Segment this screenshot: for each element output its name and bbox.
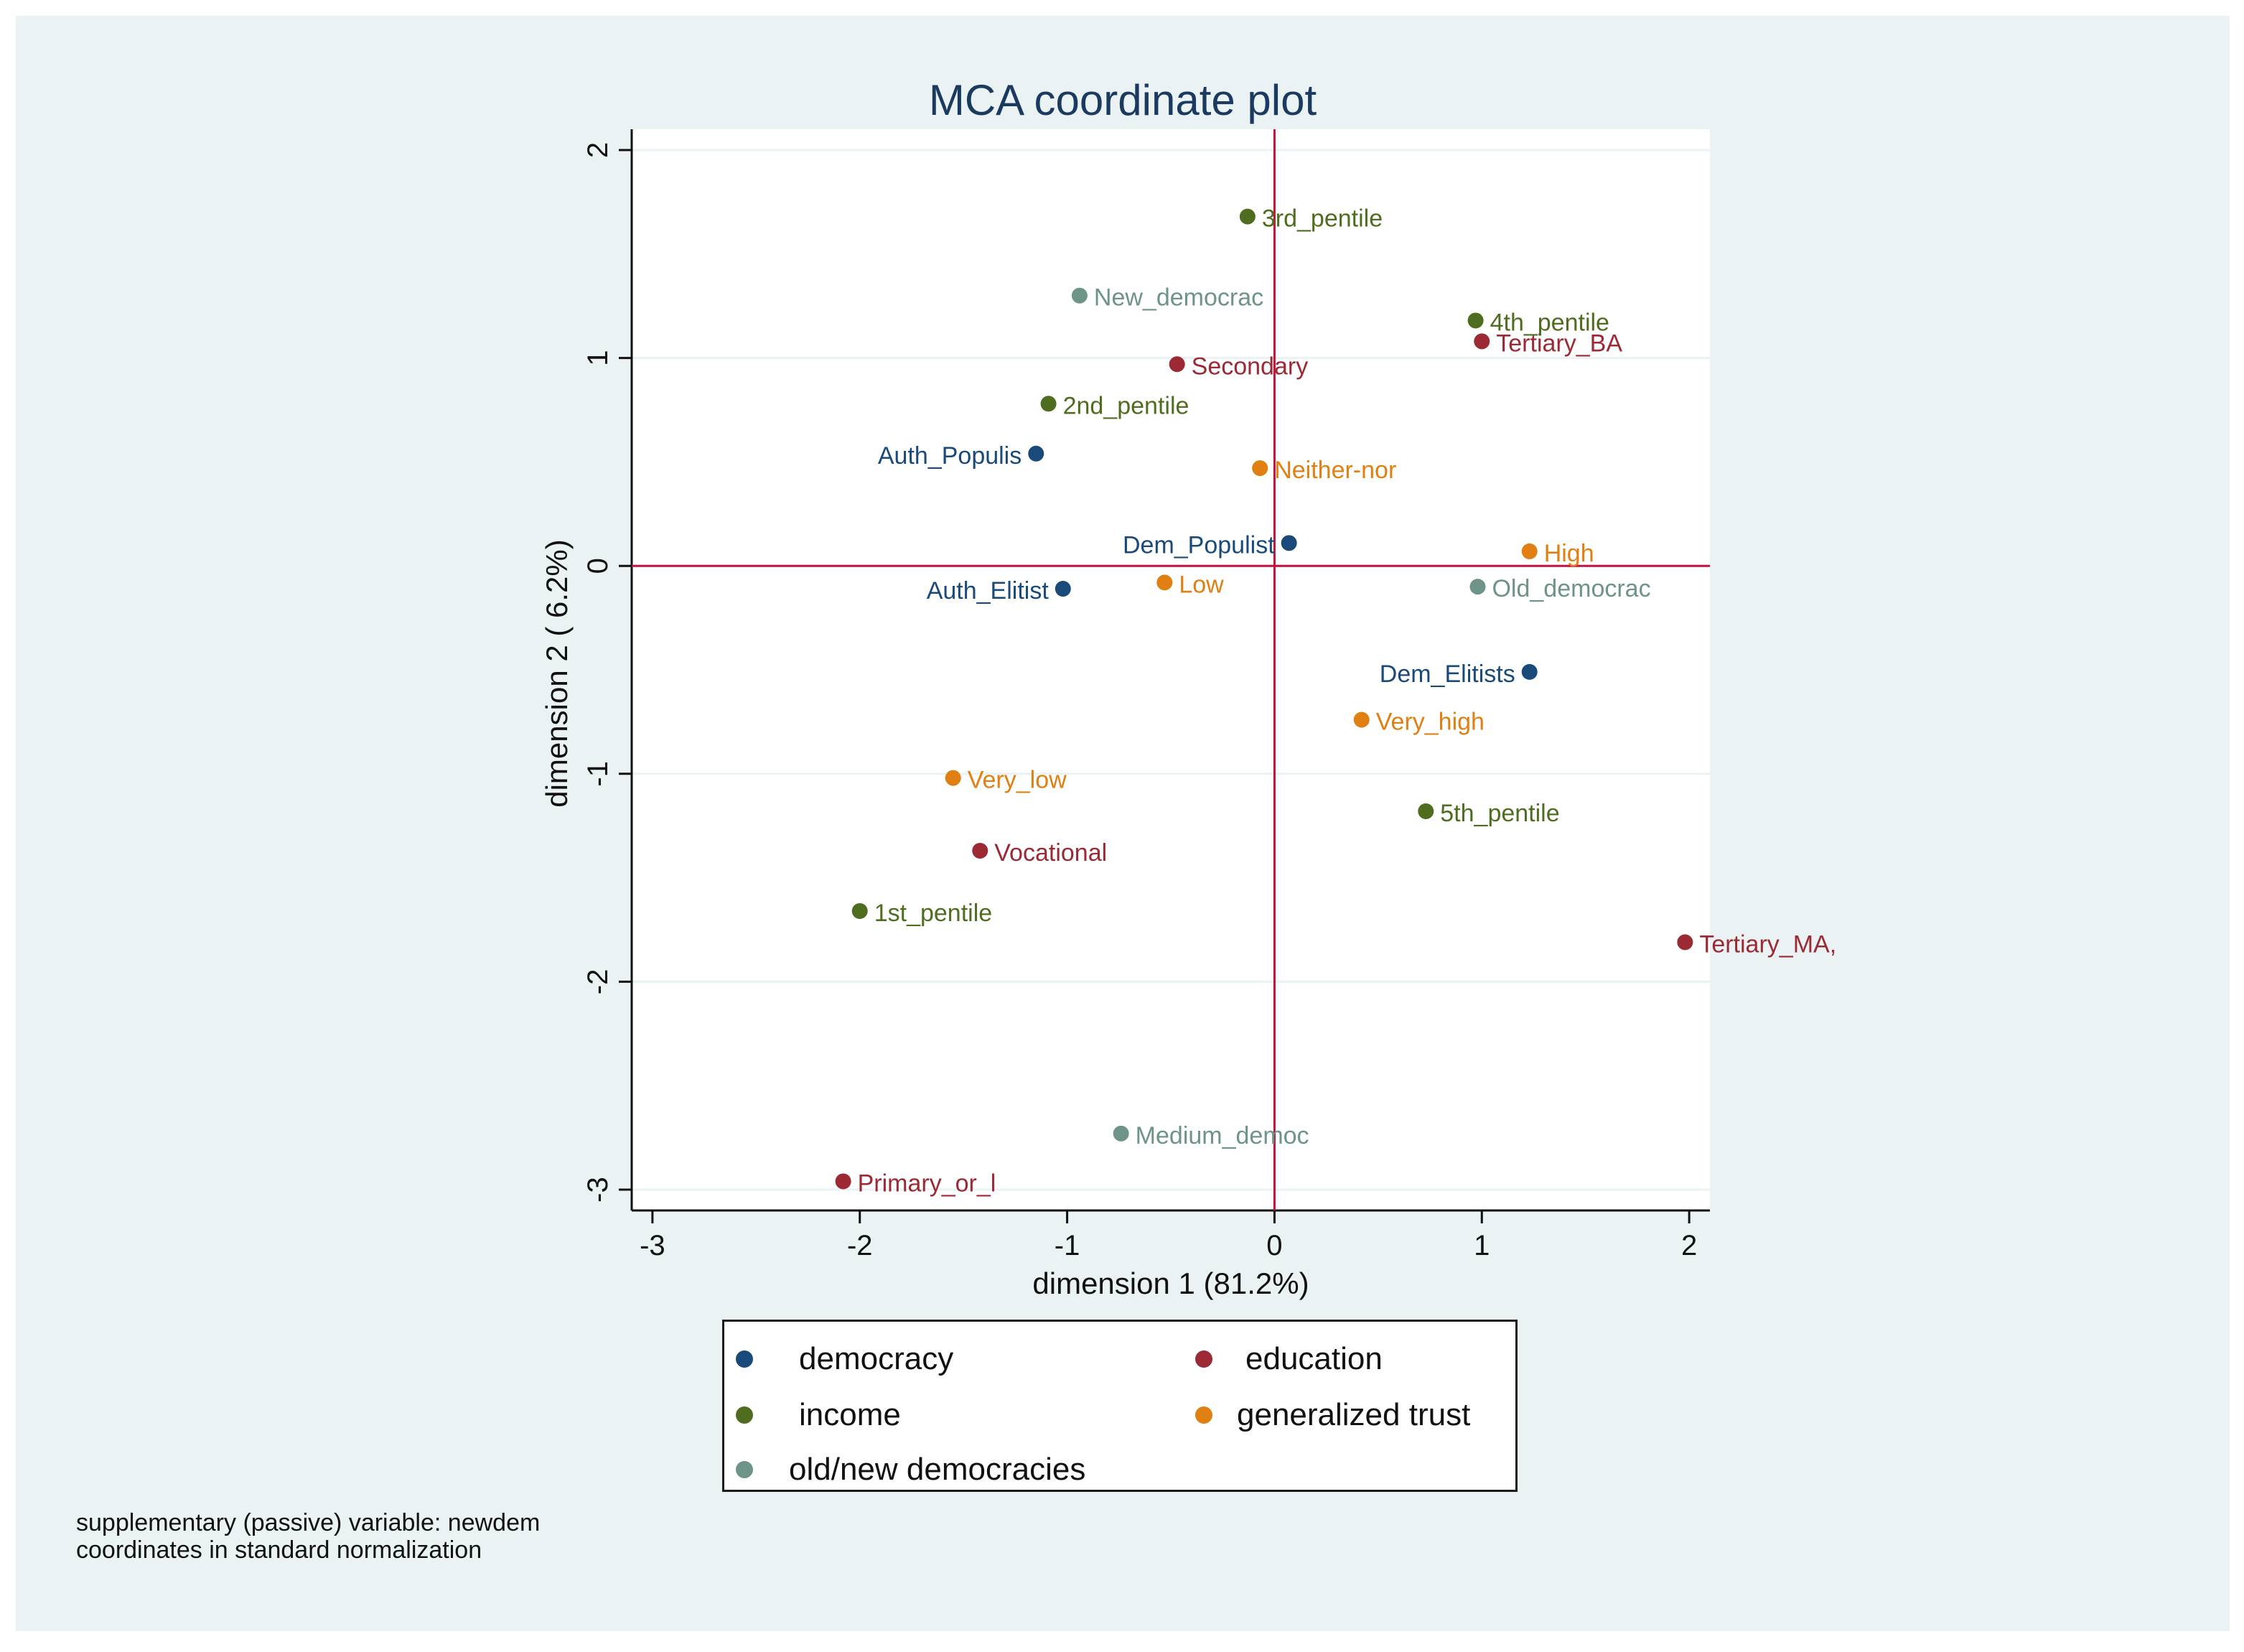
point-label-democracy: Auth_Elitist xyxy=(927,577,1049,605)
x-axis-label: dimension 1 (81.2%) xyxy=(1032,1266,1309,1300)
point-label-democracy: Auth_Populis xyxy=(878,442,1022,470)
point-label-income: 1st_pentile xyxy=(874,900,992,927)
legend-label: education xyxy=(1245,1341,1383,1376)
point-income xyxy=(1239,208,1256,225)
legend-dot-old-new-democracies xyxy=(736,1461,753,1478)
axes: -3 -2 -1 0 1 2 -3 -2 -1 0 1 2 xyxy=(582,129,1710,1261)
point-label-income: 5th_pentile xyxy=(1440,800,1559,827)
point-label-old-new-democracies: Medium_democ xyxy=(1136,1122,1309,1149)
point-label-generalized-trust: Neither-nor xyxy=(1274,457,1396,484)
point-label-education: Tertiary_BA xyxy=(1496,330,1622,357)
legend-dot-democracy xyxy=(736,1350,753,1368)
legend-dot-income xyxy=(736,1406,753,1424)
point-education xyxy=(1169,356,1185,373)
note-line-2: coordinates in standard normalization xyxy=(76,1536,482,1564)
y-axis-label: dimension 2 ( 6.2%) xyxy=(540,539,574,808)
point-democracy xyxy=(1281,535,1297,551)
x-tick-label: -1 xyxy=(1055,1230,1080,1261)
point-education xyxy=(1474,333,1490,350)
point-old-new-democracies xyxy=(1113,1125,1129,1142)
data-points: Auth_Populis Dem_Populist Auth_Elitist Dem_… xyxy=(835,205,1836,1197)
point-label-education: Tertiary_MA, xyxy=(1699,930,1836,958)
point-label-income: 4th_pentile xyxy=(1490,309,1609,336)
point-label-generalized-trust: Very_high xyxy=(1376,709,1485,736)
point-old-new-democracies xyxy=(1469,579,1486,595)
point-label-old-new-democracies: Old_democrac xyxy=(1492,575,1650,602)
y-tick-label: 2 xyxy=(582,142,614,158)
point-label-education: Vocational xyxy=(994,839,1107,867)
point-generalized-trust xyxy=(1353,711,1370,728)
point-label-education: Secondary xyxy=(1192,353,1309,380)
x-tick-label: -3 xyxy=(640,1230,665,1261)
x-tick-label: 0 xyxy=(1266,1230,1282,1261)
point-democracy xyxy=(1055,581,1071,597)
point-democracy xyxy=(1028,445,1044,462)
point-label-democracy: Dem_Populist xyxy=(1123,531,1275,559)
chart-note: supplementary (passive) variable: newdem… xyxy=(76,1509,540,1564)
point-education xyxy=(972,842,988,859)
point-label-democracy: Dem_Elitists xyxy=(1380,661,1515,688)
x-tick-label: 1 xyxy=(1474,1230,1490,1261)
point-income xyxy=(851,902,868,919)
point-generalized-trust xyxy=(1521,543,1538,559)
y-tick-label: -1 xyxy=(582,761,614,787)
y-tick-label: -3 xyxy=(582,1177,614,1203)
point-generalized-trust xyxy=(1252,460,1268,477)
point-democracy xyxy=(1521,663,1538,680)
legend-dot-education xyxy=(1195,1350,1212,1368)
y-tick-label: -2 xyxy=(582,969,614,995)
point-label-income: 2nd_pentile xyxy=(1063,392,1189,419)
legend-label: democracy xyxy=(799,1341,954,1376)
point-generalized-trust xyxy=(1156,574,1173,591)
point-label-generalized-trust: High xyxy=(1544,540,1594,567)
point-old-new-democracies xyxy=(1071,287,1088,304)
point-education xyxy=(835,1173,851,1190)
point-income xyxy=(1040,396,1057,412)
point-income xyxy=(1467,312,1484,329)
reference-lines xyxy=(632,129,1710,1210)
point-label-generalized-trust: Low xyxy=(1179,571,1224,598)
chart-title: MCA coordinate plot xyxy=(929,76,1317,124)
y-tick-label: 0 xyxy=(582,558,614,574)
point-label-education: Primary_or_l xyxy=(858,1170,996,1197)
point-income xyxy=(1418,803,1434,819)
note-line-1: supplementary (passive) variable: newdem xyxy=(76,1509,541,1536)
point-label-income: 3rd_pentile xyxy=(1262,205,1383,233)
point-generalized-trust xyxy=(945,770,961,786)
legend: democracy education income generalized t… xyxy=(722,1320,1518,1492)
legend-label: old/new democracies xyxy=(789,1452,1086,1487)
point-label-generalized-trust: Very_low xyxy=(968,767,1067,794)
point-label-old-new-democracies: New_democrac xyxy=(1094,284,1263,312)
legend-label: income xyxy=(799,1397,901,1432)
x-tick-label: -2 xyxy=(847,1230,873,1261)
x-tick-label: 2 xyxy=(1681,1230,1697,1261)
y-tick-label: 1 xyxy=(582,350,614,365)
point-education xyxy=(1677,934,1693,951)
legend-dot-generalized-trust xyxy=(1195,1406,1212,1424)
legend-label: generalized trust xyxy=(1237,1397,1471,1432)
